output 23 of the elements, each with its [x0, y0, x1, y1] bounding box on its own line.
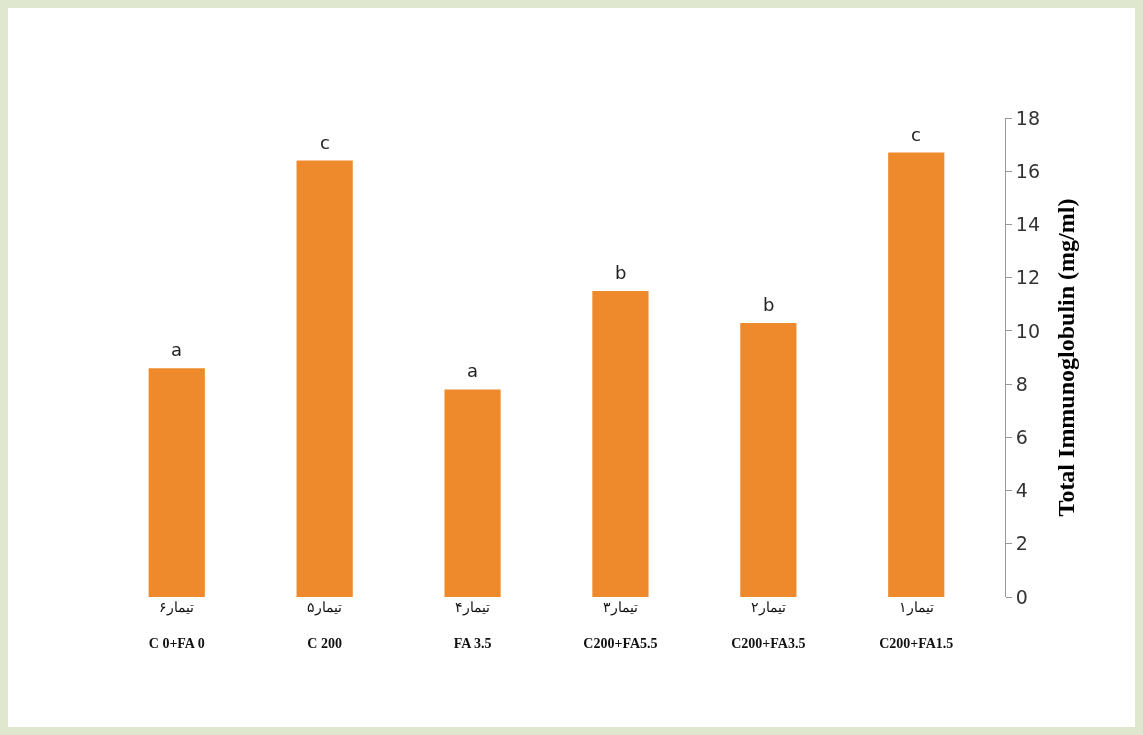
- bar: [148, 368, 205, 597]
- annotation: a: [171, 339, 183, 360]
- bar: [296, 160, 353, 597]
- annotation: a: [467, 360, 479, 381]
- y-axis-title: Total Immunoglobulin (mg/ml): [1053, 198, 1080, 517]
- y-tick-label: 16: [1015, 159, 1040, 182]
- y-tick-label: 10: [1015, 319, 1040, 342]
- y-tick-label: 14: [1015, 213, 1040, 236]
- y-tick-label: 12: [1015, 266, 1040, 289]
- annotation: b: [615, 262, 627, 283]
- y-tick-label: 8: [1015, 372, 1028, 395]
- bar: [740, 322, 797, 597]
- y-tick-label: 0: [1015, 585, 1028, 608]
- bar: [888, 152, 945, 597]
- annotation: c: [320, 132, 330, 153]
- bar: [444, 389, 501, 597]
- annotation: c: [911, 124, 921, 145]
- bar: [592, 290, 649, 597]
- y-tick-label: 4: [1015, 479, 1028, 502]
- y-tick-label: 2: [1015, 532, 1028, 555]
- annotation: b: [763, 294, 775, 315]
- y-tick-label: 6: [1015, 425, 1028, 448]
- y-tick-label: 18: [1015, 106, 1040, 129]
